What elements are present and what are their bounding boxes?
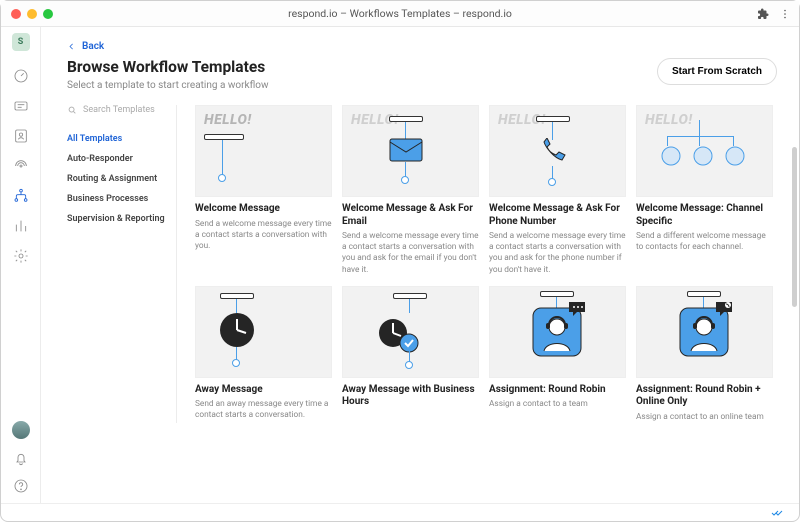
template-thumbnail: HELLO! bbox=[195, 105, 332, 197]
template-thumbnail bbox=[636, 286, 773, 378]
template-card[interactable]: HELLO! Welcome Message & Ask For Email S… bbox=[342, 105, 479, 276]
template-thumbnail bbox=[489, 286, 626, 378]
template-thumbnail: HELLO! bbox=[636, 105, 773, 197]
template-card[interactable]: HELLO! Welcome Message & Ask For Phone N… bbox=[489, 105, 626, 276]
category-business-processes[interactable]: Business Processes bbox=[67, 189, 170, 209]
footer-strip bbox=[1, 503, 799, 521]
traffic-lights[interactable] bbox=[11, 9, 53, 19]
category-sidebar: Search Templates All TemplatesAuto-Respo… bbox=[67, 105, 177, 423]
page-subtitle: Select a template to start creating a wo… bbox=[67, 80, 268, 91]
more-icon[interactable] bbox=[779, 8, 791, 20]
notifications-icon[interactable] bbox=[12, 449, 30, 467]
nav-reports-icon[interactable] bbox=[12, 217, 30, 235]
workspace-avatar[interactable]: S bbox=[12, 33, 30, 51]
page-title: Browse Workflow Templates bbox=[67, 58, 268, 76]
template-title: Assignment: Round Robin + Online Only bbox=[636, 384, 773, 409]
start-from-scratch-button[interactable]: Start From Scratch bbox=[657, 58, 777, 85]
template-description: Assign a contact to a team bbox=[489, 399, 626, 410]
template-thumbnail bbox=[342, 286, 479, 378]
template-card[interactable]: Away Message with Business Hours bbox=[342, 286, 479, 423]
help-icon[interactable] bbox=[12, 477, 30, 495]
template-title: Away Message with Business Hours bbox=[342, 384, 479, 409]
template-card[interactable]: Assignment: Round Robin + Online Only As… bbox=[636, 286, 773, 423]
template-description: Send a different welcome message to cont… bbox=[636, 231, 773, 253]
close-window-button[interactable] bbox=[11, 9, 21, 19]
window-title: respond.io – Workflows Templates – respo… bbox=[288, 7, 512, 20]
nav-settings-icon[interactable] bbox=[12, 247, 30, 265]
chevron-left-icon bbox=[67, 42, 76, 51]
back-label: Back bbox=[82, 41, 104, 52]
user-avatar[interactable] bbox=[12, 421, 30, 439]
scrollbar-thumb[interactable] bbox=[792, 147, 797, 307]
template-card[interactable]: Assignment: Round Robin Assign a contact… bbox=[489, 286, 626, 423]
category-routing-assignment[interactable]: Routing & Assignment bbox=[67, 169, 170, 189]
category-all-templates[interactable]: All Templates bbox=[67, 129, 170, 149]
checkmarks-icon bbox=[771, 508, 787, 518]
template-card[interactable]: HELLO! Welcome Message: Channel Specific… bbox=[636, 105, 773, 276]
extension-icon[interactable] bbox=[757, 8, 769, 20]
search-input[interactable]: Search Templates bbox=[67, 105, 170, 115]
template-description: Send an away message every time a contac… bbox=[195, 399, 332, 421]
nav-dashboard-icon[interactable] bbox=[12, 67, 30, 85]
template-thumbnail bbox=[195, 286, 332, 378]
main-content: Back Browse Workflow Templates Select a … bbox=[41, 27, 799, 503]
nav-messages-icon[interactable] bbox=[12, 97, 30, 115]
template-title: Assignment: Round Robin bbox=[489, 384, 626, 397]
minimize-window-button[interactable] bbox=[27, 9, 37, 19]
template-description: Send a welcome message every time a cont… bbox=[342, 231, 479, 276]
nav-workflows-icon[interactable] bbox=[12, 187, 30, 205]
search-placeholder: Search Templates bbox=[83, 105, 155, 115]
window-titlebar: respond.io – Workflows Templates – respo… bbox=[1, 1, 799, 27]
template-description: Assign a contact to an online team bbox=[636, 412, 773, 423]
nav-rail: S bbox=[1, 27, 41, 503]
category-auto-responder[interactable]: Auto-Responder bbox=[67, 149, 170, 169]
template-card[interactable]: HELLO! Welcome Message Send a welcome me… bbox=[195, 105, 332, 276]
template-thumbnail: HELLO! bbox=[342, 105, 479, 197]
template-title: Welcome Message: Channel Specific bbox=[636, 203, 773, 228]
browser-extensions bbox=[757, 8, 791, 20]
back-link[interactable]: Back bbox=[67, 41, 777, 52]
template-title: Away Message bbox=[195, 384, 332, 397]
template-title: Welcome Message & Ask For Email bbox=[342, 203, 479, 228]
nav-broadcast-icon[interactable] bbox=[12, 157, 30, 175]
template-card[interactable]: Away Message Send an away message every … bbox=[195, 286, 332, 423]
template-thumbnail: HELLO! bbox=[489, 105, 626, 197]
nav-contacts-icon[interactable] bbox=[12, 127, 30, 145]
template-description: Send a welcome message every time a cont… bbox=[195, 219, 332, 253]
template-grid: HELLO! Welcome Message Send a welcome me… bbox=[195, 105, 777, 423]
maximize-window-button[interactable] bbox=[43, 9, 53, 19]
template-title: Welcome Message & Ask For Phone Number bbox=[489, 203, 626, 228]
search-icon bbox=[67, 105, 77, 115]
template-description: Send a welcome message every time a cont… bbox=[489, 231, 626, 276]
category-supervision-reporting[interactable]: Supervision & Reporting bbox=[67, 209, 170, 229]
template-title: Welcome Message bbox=[195, 203, 332, 216]
